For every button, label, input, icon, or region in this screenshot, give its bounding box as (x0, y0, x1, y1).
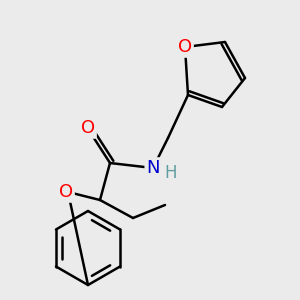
Text: H: H (165, 164, 177, 182)
Text: O: O (81, 119, 95, 137)
Text: O: O (178, 38, 192, 56)
Text: N: N (146, 159, 160, 177)
Text: O: O (59, 183, 73, 201)
